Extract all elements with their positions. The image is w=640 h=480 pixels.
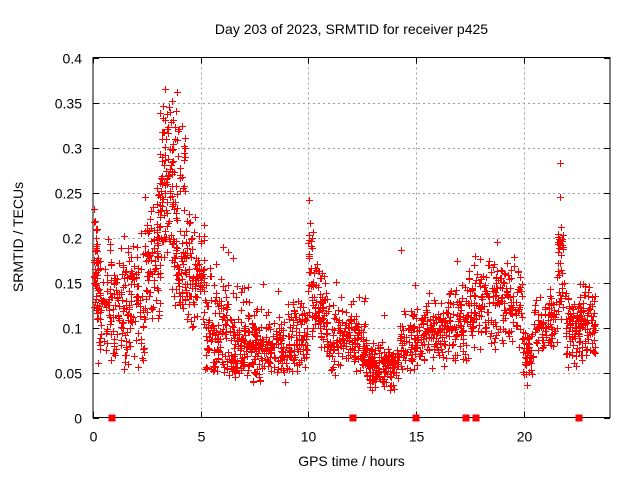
flag-marker [412,414,420,422]
flag-marker [472,414,480,422]
y-tick-label: 0.35 [55,96,82,112]
flag-marker [575,414,583,422]
x-tick-label: 10 [301,429,317,445]
flag-marker [108,414,116,422]
flag-marker [462,414,470,422]
y-tick-label: 0.3 [63,141,83,157]
x-tick-label: 15 [409,429,425,445]
y-tick-label: 0.25 [55,186,82,202]
y-tick-label: 0.05 [55,366,82,382]
x-tick-label: 20 [517,429,533,445]
x-tick-label: 0 [90,429,98,445]
chart-title: Day 203 of 2023, SRMTID for receiver p42… [214,21,489,37]
y-tick-label: 0.15 [55,276,82,292]
y-tick-label: 0 [74,411,82,427]
y-tick-label: 0.1 [63,321,83,337]
flag-marker [349,414,357,422]
x-axis-label: GPS time / hours [298,453,405,469]
y-tick-label: 0.4 [63,51,83,67]
y-tick-label: 0.2 [63,231,83,247]
data-points [91,86,599,394]
x-tick-label: 5 [198,429,206,445]
